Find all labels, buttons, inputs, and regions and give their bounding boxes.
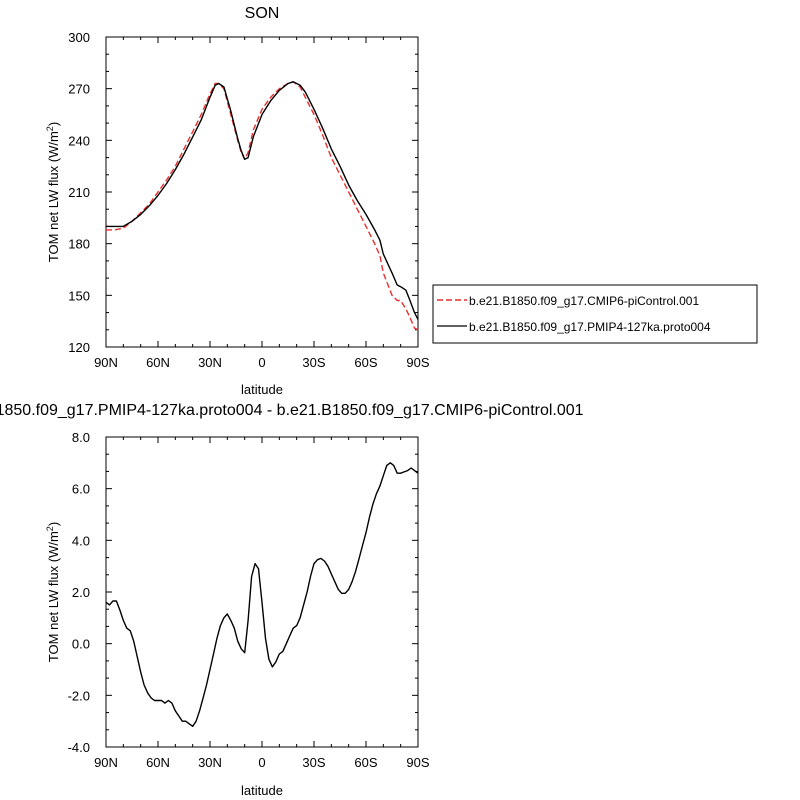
bottom-x-tick-label: 60N — [146, 755, 170, 770]
top-y-tick-label: 180 — [68, 237, 90, 252]
bottom-y-tick-label: 0.0 — [72, 637, 90, 652]
bottom-plot-frame — [105, 436, 419, 748]
top-y-axis-label-close: ) — [46, 122, 61, 126]
bottom-x-tick-label: 30S — [302, 755, 325, 770]
top-x-axis-label: latitude — [241, 382, 283, 397]
bottom-y-tick-label: -4.0 — [68, 740, 90, 755]
bottom-y-tick-label: 4.0 — [72, 533, 90, 548]
bottom-x-tick-label: 30N — [198, 755, 222, 770]
bottom-y-tick-label: 6.0 — [72, 482, 90, 497]
top-series-line-1 — [106, 81, 419, 320]
top-x-tick-label: 60N — [146, 355, 170, 370]
top-y-tick-label: 120 — [68, 340, 90, 355]
bottom-axes: 90N 60N 30N 0 30S 60S 90S -4.0 -2.0 0.0 2.0 4.0 6.0 8… — [68, 430, 430, 770]
legend-box — [432, 284, 758, 344]
bottom-series-lines — [105, 462, 419, 727]
bottom-y-tick-label: 8.0 — [72, 430, 90, 445]
bottom-x-axis-label: latitude — [241, 783, 283, 798]
top-x-tick-label: 90N — [94, 355, 118, 370]
top-x-tick-label: 30S — [302, 355, 325, 370]
bottom-y-axis-label-close: ) — [46, 522, 61, 526]
bottom-y-tick-label: -2.0 — [68, 688, 90, 703]
top-y-tick-label: 300 — [68, 30, 90, 45]
top-plot-frame — [105, 36, 419, 348]
top-y-tick-label: 150 — [68, 288, 90, 303]
legend-label-piControl: b.e21.B1850.f09_g17.CMIP6-piControl.001 — [469, 294, 699, 308]
bottom-x-tick-label: 60S — [354, 755, 377, 770]
legend-label-127ka: b.e21.B1850.f09_g17.PMIP4-127ka.proto004 — [469, 320, 711, 334]
bottom-series-line-0 — [105, 462, 419, 727]
bottom-y-axis-label-text: TOM net LW flux (W/m — [46, 531, 61, 662]
bottom-chart-title: b.e21.B1850.f09_g17.PMIP4-127ka.proto004… — [0, 402, 584, 419]
top-y-tick-label: 210 — [68, 185, 90, 200]
top-axes: 90N 60N 30N 0 30S 60S 90S 120 150 180 210 240 270 300 — [68, 30, 430, 370]
legend: b.e21.B1850.f09_g17.CMIP6-piControl.001 … — [432, 284, 758, 344]
top-series-line-0 — [106, 81, 419, 331]
top-y-axis-label-sup: 2 — [45, 126, 55, 131]
top-series-lines — [106, 81, 419, 331]
top-x-tick-label: 0 — [258, 355, 265, 370]
top-y-tick-label: 240 — [68, 133, 90, 148]
bottom-x-tick-label: 90S — [406, 755, 429, 770]
top-x-tick-label: 90S — [406, 355, 429, 370]
top-y-tick-label: 270 — [68, 82, 90, 97]
bottom-x-tick-label: 0 — [258, 755, 265, 770]
bottom-panel: b.e21.B1850.f09_g17.PMIP4-127ka.proto004… — [0, 402, 584, 798]
bottom-x-tick-label: 90N — [94, 755, 118, 770]
bottom-y-axis-label-sup: 2 — [45, 526, 55, 531]
top-x-tick-label: 30N — [198, 355, 222, 370]
bottom-y-tick-label: 2.0 — [72, 585, 90, 600]
top-x-tick-label: 60S — [354, 355, 377, 370]
bottom-y-axis-label: TOM net LW flux (W/m2) — [45, 522, 61, 662]
top-y-axis-label: TOM net LW flux (W/m2) — [45, 122, 61, 262]
top-y-axis-label-text: TOM net LW flux (W/m — [46, 131, 61, 262]
top-panel: SON latitude TOM net LW flux (W/m2) 90N 6… — [45, 5, 758, 397]
top-chart-title: SON — [245, 5, 280, 22]
